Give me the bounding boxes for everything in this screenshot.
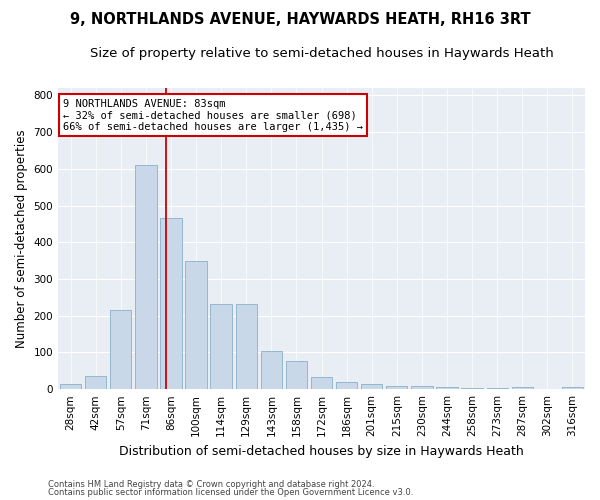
Text: Contains HM Land Registry data © Crown copyright and database right 2024.: Contains HM Land Registry data © Crown c… bbox=[48, 480, 374, 489]
Text: Contains public sector information licensed under the Open Government Licence v3: Contains public sector information licen… bbox=[48, 488, 413, 497]
Bar bbox=[436, 388, 458, 389]
Bar bbox=[311, 378, 332, 389]
Bar bbox=[135, 165, 157, 389]
Bar bbox=[361, 384, 382, 389]
Bar bbox=[487, 388, 508, 389]
Bar bbox=[461, 388, 483, 389]
X-axis label: Distribution of semi-detached houses by size in Haywards Heath: Distribution of semi-detached houses by … bbox=[119, 444, 524, 458]
Bar bbox=[386, 386, 407, 389]
Bar bbox=[336, 382, 357, 389]
Bar bbox=[562, 388, 583, 389]
Bar bbox=[60, 384, 81, 389]
Bar bbox=[211, 304, 232, 389]
Bar bbox=[160, 218, 182, 389]
Bar bbox=[411, 386, 433, 389]
Bar bbox=[110, 310, 131, 389]
Bar bbox=[286, 360, 307, 389]
Bar bbox=[236, 304, 257, 389]
Bar bbox=[185, 260, 207, 389]
Y-axis label: Number of semi-detached properties: Number of semi-detached properties bbox=[15, 130, 28, 348]
Bar bbox=[85, 376, 106, 389]
Bar bbox=[512, 386, 533, 389]
Title: Size of property relative to semi-detached houses in Haywards Heath: Size of property relative to semi-detach… bbox=[89, 48, 553, 60]
Bar bbox=[260, 350, 282, 389]
Text: 9 NORTHLANDS AVENUE: 83sqm
← 32% of semi-detached houses are smaller (698)
66% o: 9 NORTHLANDS AVENUE: 83sqm ← 32% of semi… bbox=[64, 98, 364, 132]
Text: 9, NORTHLANDS AVENUE, HAYWARDS HEATH, RH16 3RT: 9, NORTHLANDS AVENUE, HAYWARDS HEATH, RH… bbox=[70, 12, 530, 28]
